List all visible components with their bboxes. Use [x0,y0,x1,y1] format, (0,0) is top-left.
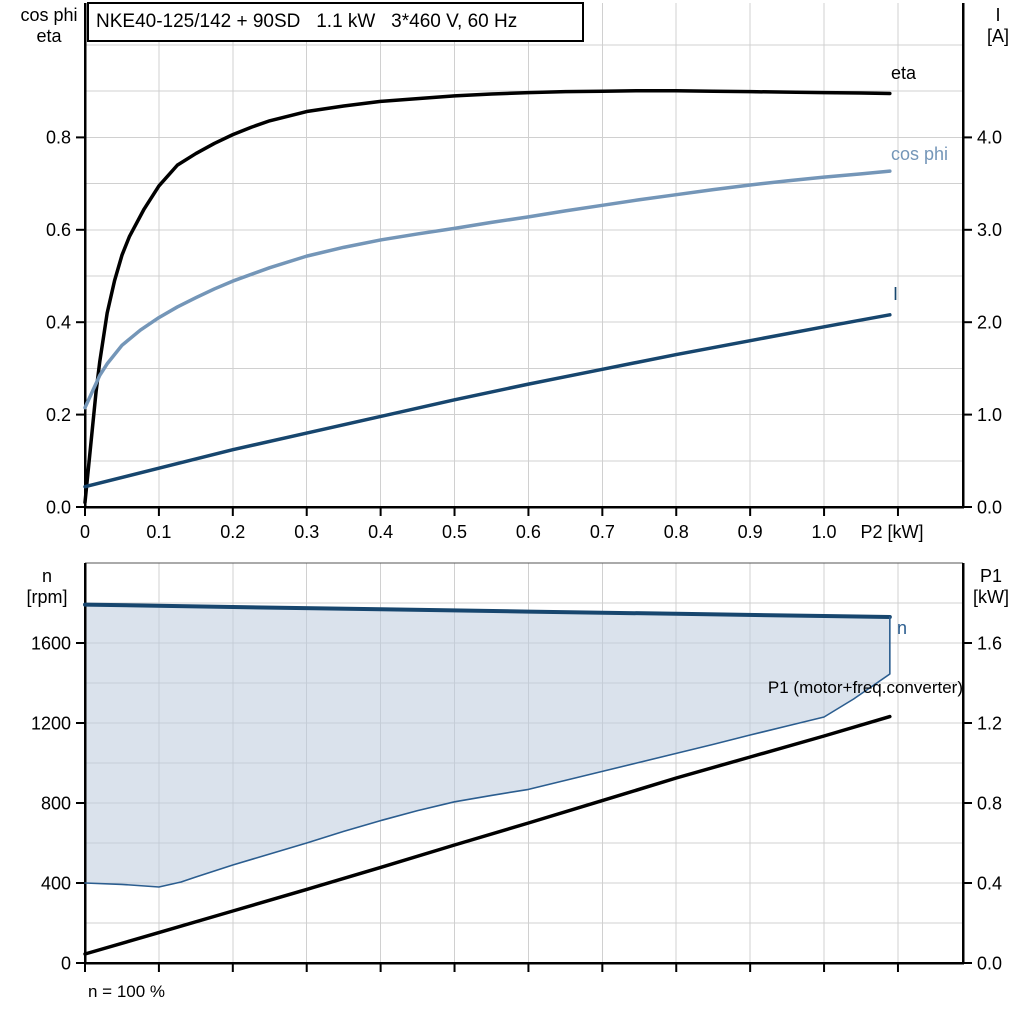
curve-p1-motor-freq-converter- [83,714,892,956]
axis-header-p1-symbol: P1 [979,566,1003,586]
axis-header-eta: eta [36,26,62,46]
chart-bottom: 0 400 800 1200 1600 0.0 0.4 0.8 1.2 1.6 [31,562,1002,973]
svg-text:0.1: 0.1 [146,522,171,542]
footnote-n-100-percent: n = 100 % [88,982,166,1001]
curve-label-n: n [897,618,908,638]
svg-text:1.0: 1.0 [977,405,1002,425]
svg-text:0.9: 0.9 [738,522,763,542]
curve-label-cos-phi: cos phi [891,144,949,164]
n-operating-range-area [85,604,890,887]
curve-n-range-lower [84,616,891,888]
svg-text:1.6: 1.6 [977,633,1002,653]
svg-text:1200: 1200 [31,713,71,733]
axis-header-cosphi-eta: cos phi eta [8,5,90,47]
curve-label-p1: P1 (motor+freq.converter) [767,678,963,697]
axis-header-p1: P1 [kW] [962,566,1020,608]
svg-text:0.0: 0.0 [977,953,1002,973]
svg-text:0: 0 [61,953,71,973]
chart-title: NKE40-125/142 + 90SD 1.1 kW 3*460 V, 60 … [87,2,584,42]
svg-text:0.8: 0.8 [977,793,1002,813]
curve-i [83,313,892,489]
svg-text:0.2: 0.2 [46,405,71,425]
svg-text:1.0: 1.0 [812,522,837,542]
svg-text:0.4: 0.4 [977,873,1002,893]
svg-text:0.6: 0.6 [516,522,541,542]
svg-text:400: 400 [41,873,71,893]
curve-eta [83,88,892,505]
svg-text:1600: 1600 [31,633,71,653]
axis-header-current-unit: [A] [986,26,1009,46]
curve-n [83,602,892,619]
svg-text:0.0: 0.0 [46,497,71,517]
curve-label-eta: eta [891,63,917,83]
svg-text:0.6: 0.6 [46,220,71,240]
svg-text:0.2: 0.2 [220,522,245,542]
svg-text:3.0: 3.0 [977,220,1002,240]
svg-text:0.8: 0.8 [664,522,689,542]
axis-header-speed: n [rpm] [10,566,84,608]
svg-text:0.7: 0.7 [590,522,615,542]
svg-text:4.0: 4.0 [977,128,1002,148]
curve-cos-phi [83,169,892,410]
svg-text:0.5: 0.5 [442,522,467,542]
svg-text:0.0: 0.0 [977,497,1002,517]
axis-header-cosphi: cos phi [20,5,78,25]
svg-text:0.3: 0.3 [294,522,319,542]
svg-text:0: 0 [80,522,90,542]
svg-text:0.8: 0.8 [46,128,71,148]
svg-text:1.2: 1.2 [977,713,1002,733]
svg-text:P2 [kW]: P2 [kW] [860,522,923,542]
axis-header-speed-unit: [rpm] [26,587,68,607]
axis-header-current-symbol: I [995,5,1001,25]
svg-text:2.0: 2.0 [977,313,1002,333]
chart-top: 0.0 0.2 0.4 0.6 0.8 0.0 1.0 2.0 3.0 4.0 0 0.1 0.2 0.3… [46,3,1002,542]
axis-header-speed-symbol: n [41,566,52,586]
curve-label-current: I [893,284,899,304]
chart-title-text: NKE40-125/142 + 90SD 1.1 kW 3*460 V, 60 … [96,11,518,32]
svg-text:0.4: 0.4 [368,522,393,542]
axis-header-current: I [A] [974,5,1022,47]
axis-header-p1-unit: [kW] [973,587,1009,607]
svg-text:800: 800 [41,793,71,813]
svg-text:0.4: 0.4 [46,313,71,333]
